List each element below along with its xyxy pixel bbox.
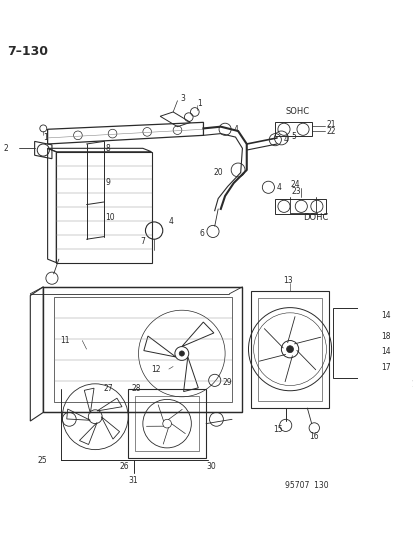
Bar — [43, 287, 242, 413]
Text: 5: 5 — [291, 132, 296, 141]
Circle shape — [286, 346, 293, 353]
Text: 13: 13 — [282, 276, 292, 285]
Text: 29: 29 — [222, 377, 232, 386]
Text: 9: 9 — [105, 179, 110, 188]
Text: 7–130: 7–130 — [7, 45, 48, 58]
Text: DOHC: DOHC — [302, 213, 328, 222]
Text: 17: 17 — [380, 363, 389, 372]
Text: 6: 6 — [199, 229, 204, 238]
Bar — [128, 389, 206, 458]
Text: 4: 4 — [276, 183, 281, 192]
Text: 11: 11 — [60, 336, 70, 345]
Text: 95707  130: 95707 130 — [285, 481, 328, 490]
Text: 24: 24 — [290, 180, 299, 189]
Text: 22: 22 — [325, 127, 335, 136]
Text: 10: 10 — [105, 213, 115, 222]
Text: 31: 31 — [128, 477, 138, 485]
Bar — [257, 298, 321, 401]
Bar — [250, 291, 328, 408]
Text: 1: 1 — [197, 99, 202, 108]
Text: 21: 21 — [325, 120, 335, 130]
Text: 30: 30 — [206, 463, 215, 471]
Text: 23: 23 — [291, 187, 301, 196]
Text: 14: 14 — [380, 348, 389, 356]
Text: 4: 4 — [169, 217, 173, 227]
Text: 12: 12 — [151, 365, 161, 374]
Bar — [54, 297, 231, 402]
Text: 26: 26 — [119, 463, 129, 471]
Text: 4: 4 — [233, 125, 238, 134]
Text: 2: 2 — [3, 144, 8, 153]
Text: 27: 27 — [104, 384, 113, 393]
Text: 7: 7 — [140, 237, 145, 246]
Bar — [135, 396, 199, 451]
Text: 8: 8 — [105, 144, 110, 153]
Circle shape — [179, 351, 184, 356]
Text: 28: 28 — [131, 384, 141, 393]
Bar — [332, 309, 358, 378]
Text: 15: 15 — [272, 425, 282, 434]
Text: 4: 4 — [283, 135, 288, 144]
Text: 1: 1 — [43, 133, 48, 142]
Text: 18: 18 — [380, 332, 389, 341]
Text: SOHC: SOHC — [285, 108, 309, 116]
Text: 16: 16 — [309, 432, 318, 441]
Text: 20: 20 — [213, 168, 223, 177]
Text: 25: 25 — [38, 456, 47, 464]
Text: 14: 14 — [380, 311, 389, 320]
Text: 19: 19 — [410, 380, 413, 389]
Text: 3: 3 — [180, 94, 185, 102]
